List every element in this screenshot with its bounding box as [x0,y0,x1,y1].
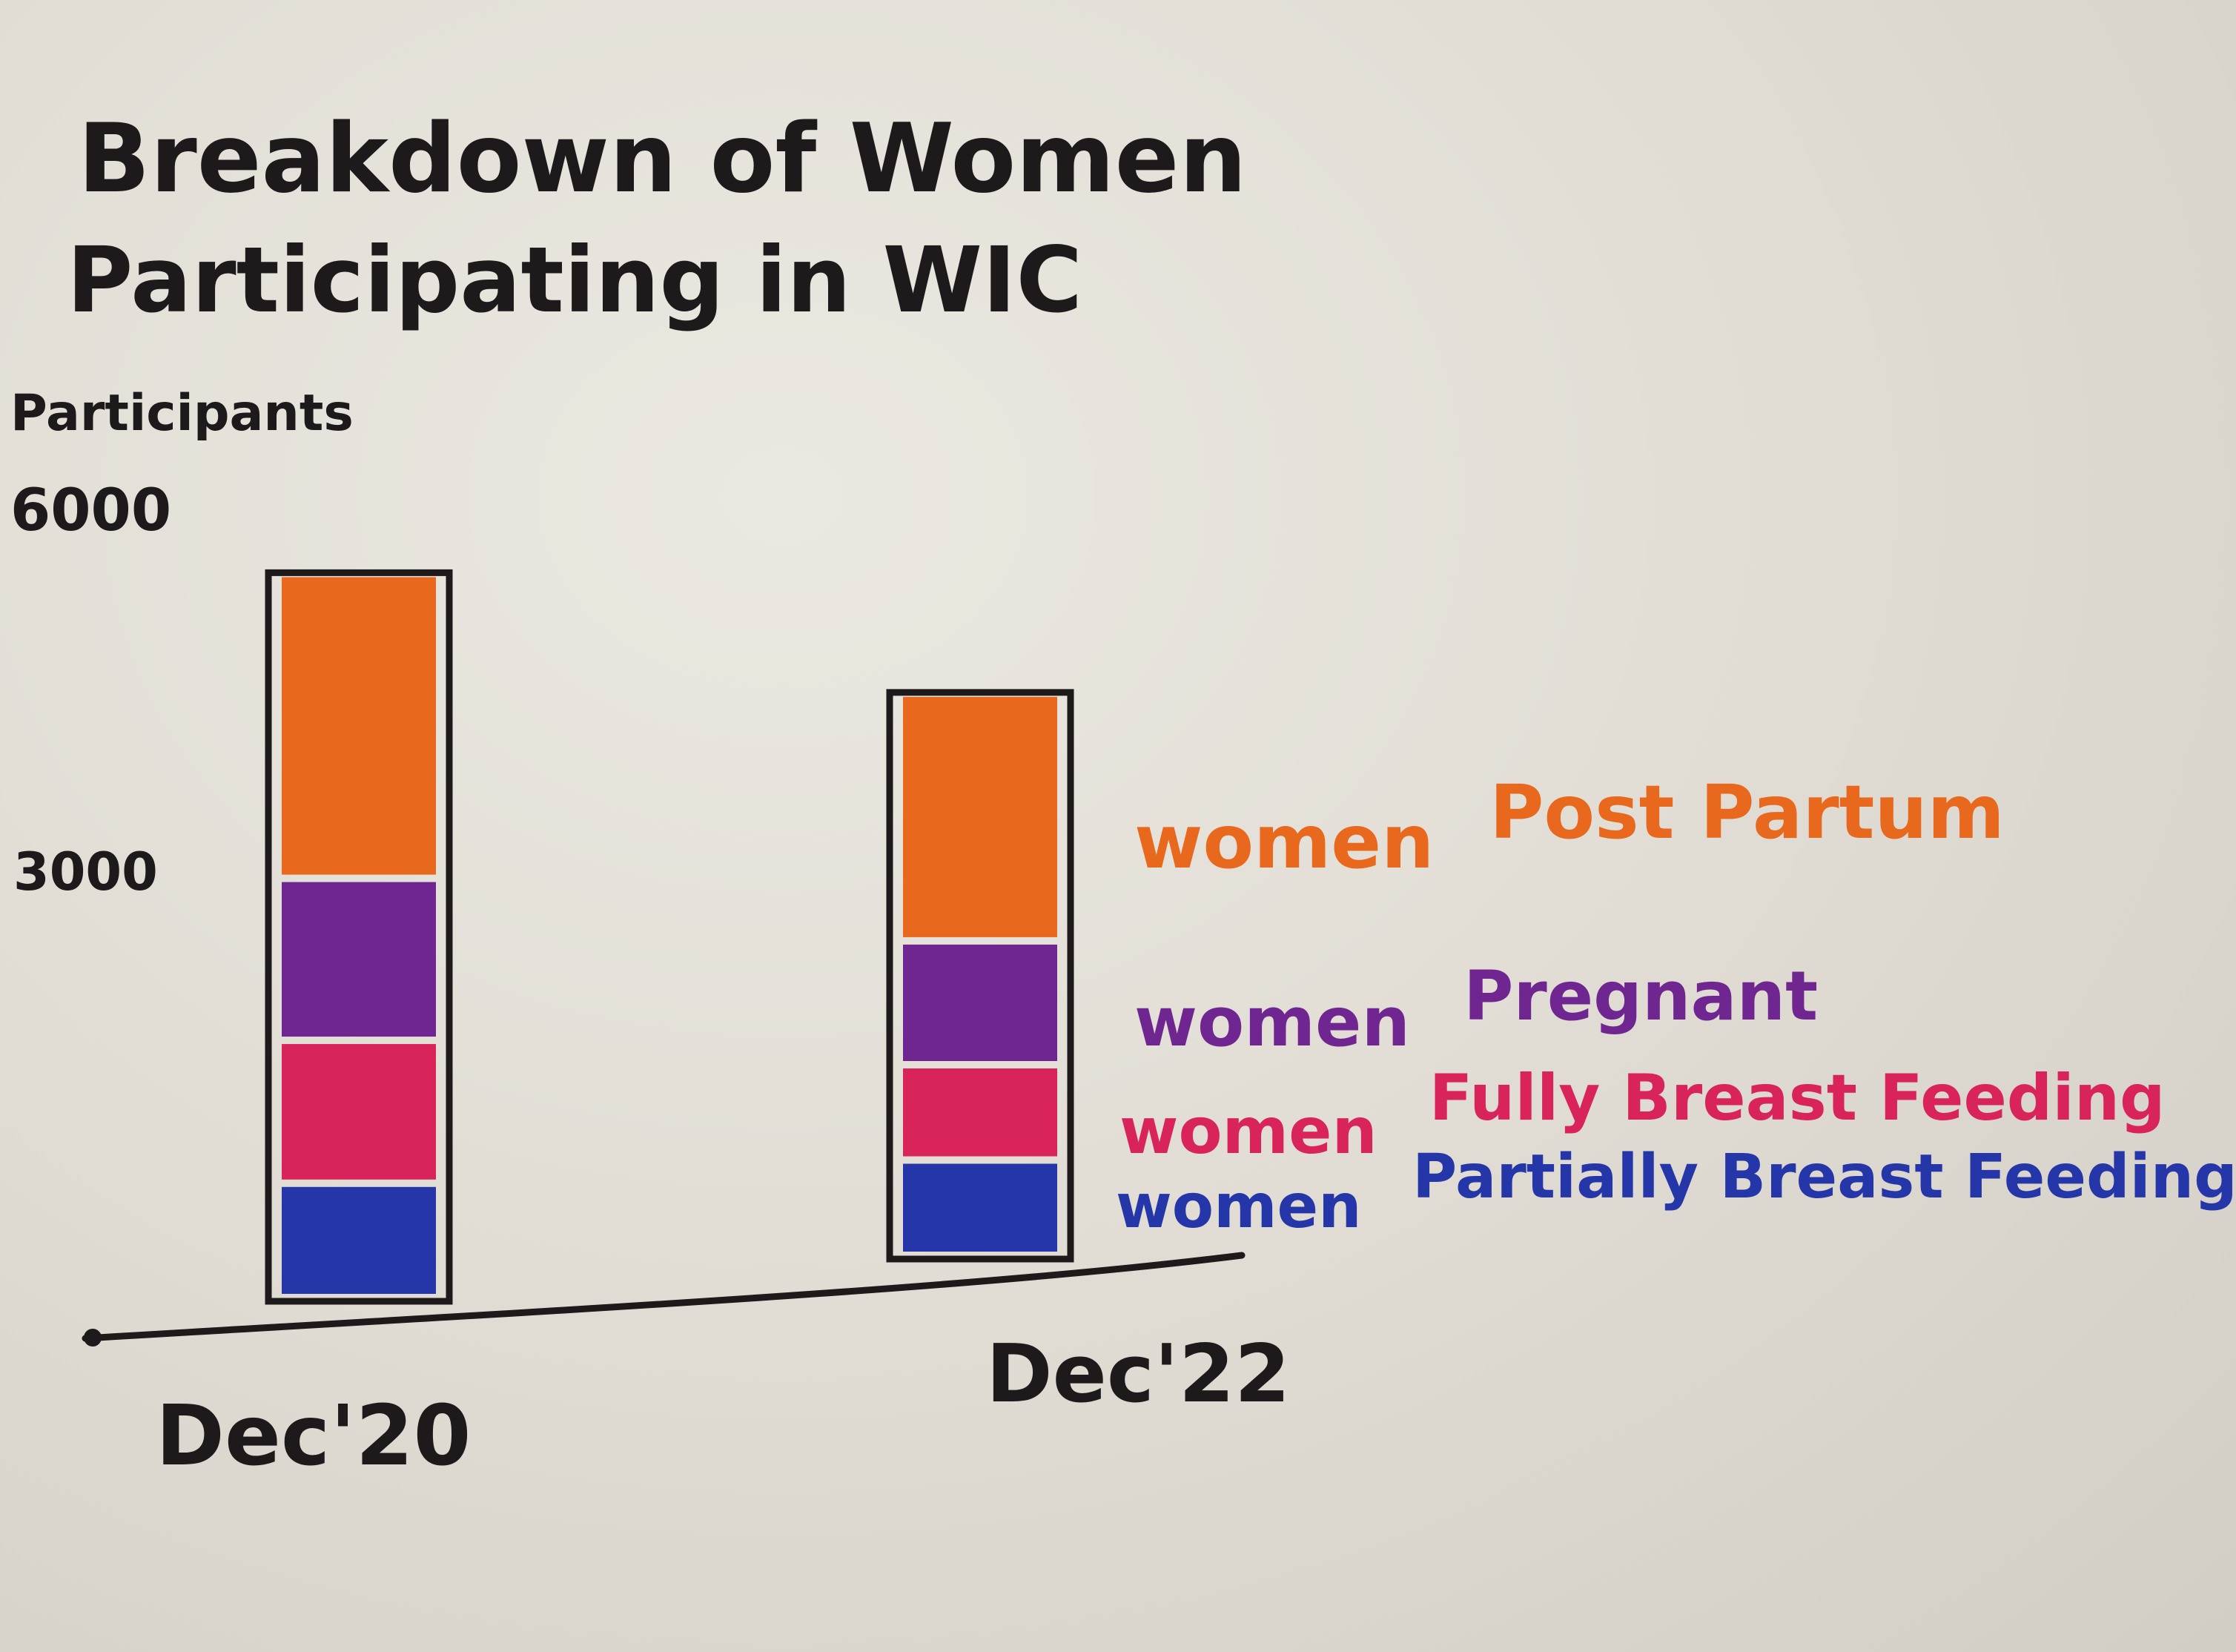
x-axis-line [82,1252,1246,1342]
bar-segment-women-partially-breast-feeding-dec-22 [903,1163,1057,1252]
x-axis-start-dot [84,1329,102,1347]
bar-segment-women-pregnant-dec-22 [903,944,1057,1061]
legend-label-pregnant-prefix: women [1134,982,1410,1062]
legend-label-post-partum-text: Post Partum [1489,769,2005,856]
bar-segment-women-pregnant-dec-20 [282,882,436,1037]
legend-label-fully-breast-feeding-prefix: women [1119,1094,1377,1169]
legend: women Post Partum women Pregnant women F… [1116,769,2236,1242]
bar-segment-women-post-partum-dec-20 [282,577,436,875]
legend-label-partially-breast-feeding: women Partially Breast Feeding [1116,1142,2236,1242]
legend-label-pregnant-text: Pregnant [1463,956,1818,1036]
bar-segment-women-fully-breast-feeding-dec-20 [282,1044,436,1180]
bar-outline-dec-20 [265,569,453,1305]
legend-label-fully-breast-feeding-text: Fully Breast Feeding [1429,1061,2166,1135]
legend-label-pregnant: women Pregnant [1134,956,1818,1062]
legend-label-partially-breast-feeding-prefix: women [1116,1172,1362,1242]
legend-label-post-partum-prefix: women [1134,799,1434,885]
x-tick-label-dec-22: Dec'22 [986,1328,1290,1421]
y-tick-label-3000: 3000 [13,842,158,902]
legend-label-partially-breast-feeding-text: Partially Breast Feeding [1412,1142,2236,1212]
bar-outline-dec-22 [886,689,1074,1263]
legend-label-post-partum: women Post Partum [1134,769,2005,885]
legend-label-fully-breast-feeding: women Fully Breast Feeding [1119,1061,2166,1169]
bar-segment-women-post-partum-dec-22 [903,696,1057,937]
bar-segment-women-fully-breast-feeding-dec-22 [903,1068,1057,1157]
x-tick-label-dec-20: Dec'20 [156,1388,471,1484]
chart-title-line-1: Breakdown of Women [78,104,1247,214]
chart-marks [265,569,1074,1305]
y-tick-label-6000: 6000 [10,478,171,544]
chart-title-line-2: Participating in WIC [67,228,1082,333]
y-axis-label: Participants [10,384,354,443]
bar-segment-women-partially-breast-feeding-dec-20 [282,1186,436,1294]
